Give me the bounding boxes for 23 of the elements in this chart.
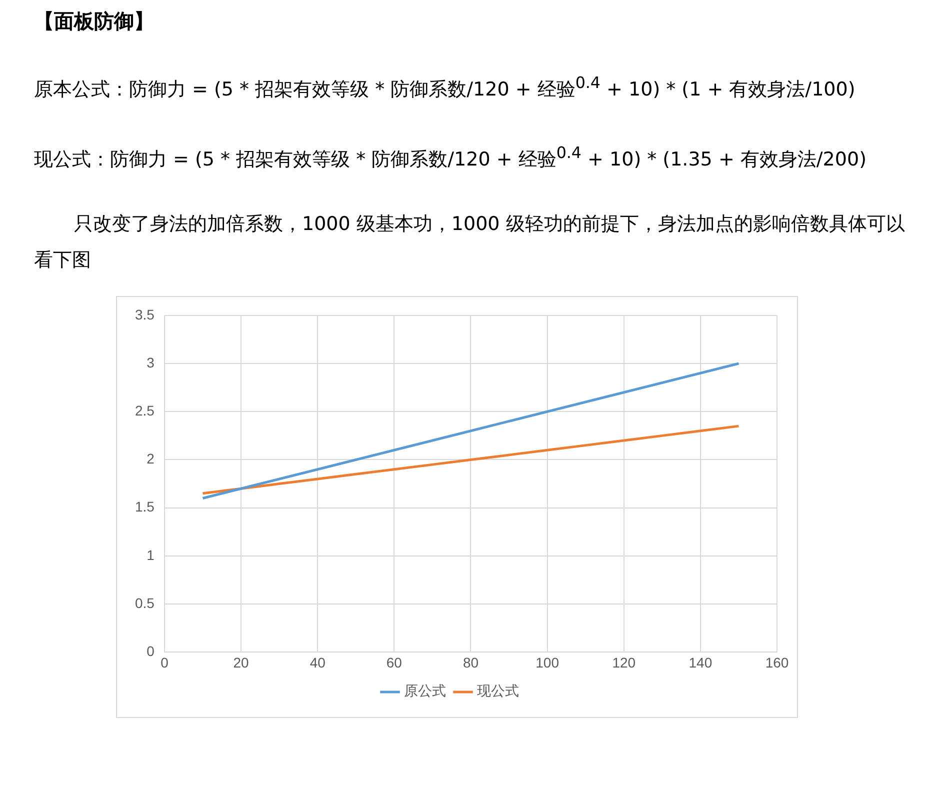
text: 现公式：防御力 = (5 * 招架有效等级 * 防御系数/120 + 经验$^{0.4}$ + 10) * (1.35 + 有效身法/200) [34, 142, 868, 173]
legend-label: 现公式 [477, 683, 519, 700]
y-tick-label: 0.5 [134, 594, 155, 611]
y-tick-label: 1.5 [134, 498, 155, 514]
x-tick-label: 120 [612, 654, 636, 670]
x-tick-label: 0 [160, 654, 169, 670]
y-tick-label: 0 [146, 642, 155, 659]
x-tick-label: 20 [233, 654, 250, 670]
x-tick-label: 100 [536, 654, 560, 670]
x-tick-label: 60 [386, 654, 402, 670]
legend-label: 原公式 [404, 683, 446, 700]
x-tick-label: 40 [310, 654, 326, 670]
y-tick-label: 2 [146, 450, 155, 466]
text: 只改变了身法的加倍系数，1000 级基本功，1000 级轻功的前提下，身法加点的影响倍数具体可以看下图 [34, 212, 906, 273]
y-tick-label: 3 [146, 354, 155, 370]
y-tick-label: 2.5 [134, 402, 155, 418]
x-tick-label: 140 [688, 654, 712, 670]
chart-title: 【面板防御】 [34, 8, 155, 35]
y-tick-label: 1 [146, 546, 155, 562]
y-tick-label: 3.5 [134, 306, 155, 322]
x-tick-label: 160 [765, 654, 789, 670]
x-tick-label: 80 [462, 654, 479, 670]
text: 原本公式：防御力 = (5 * 招架有效等级 * 防御系数/120 + 经验$^{0.4}$ + 10) * (1 + 有效身法/100) [34, 72, 856, 102]
